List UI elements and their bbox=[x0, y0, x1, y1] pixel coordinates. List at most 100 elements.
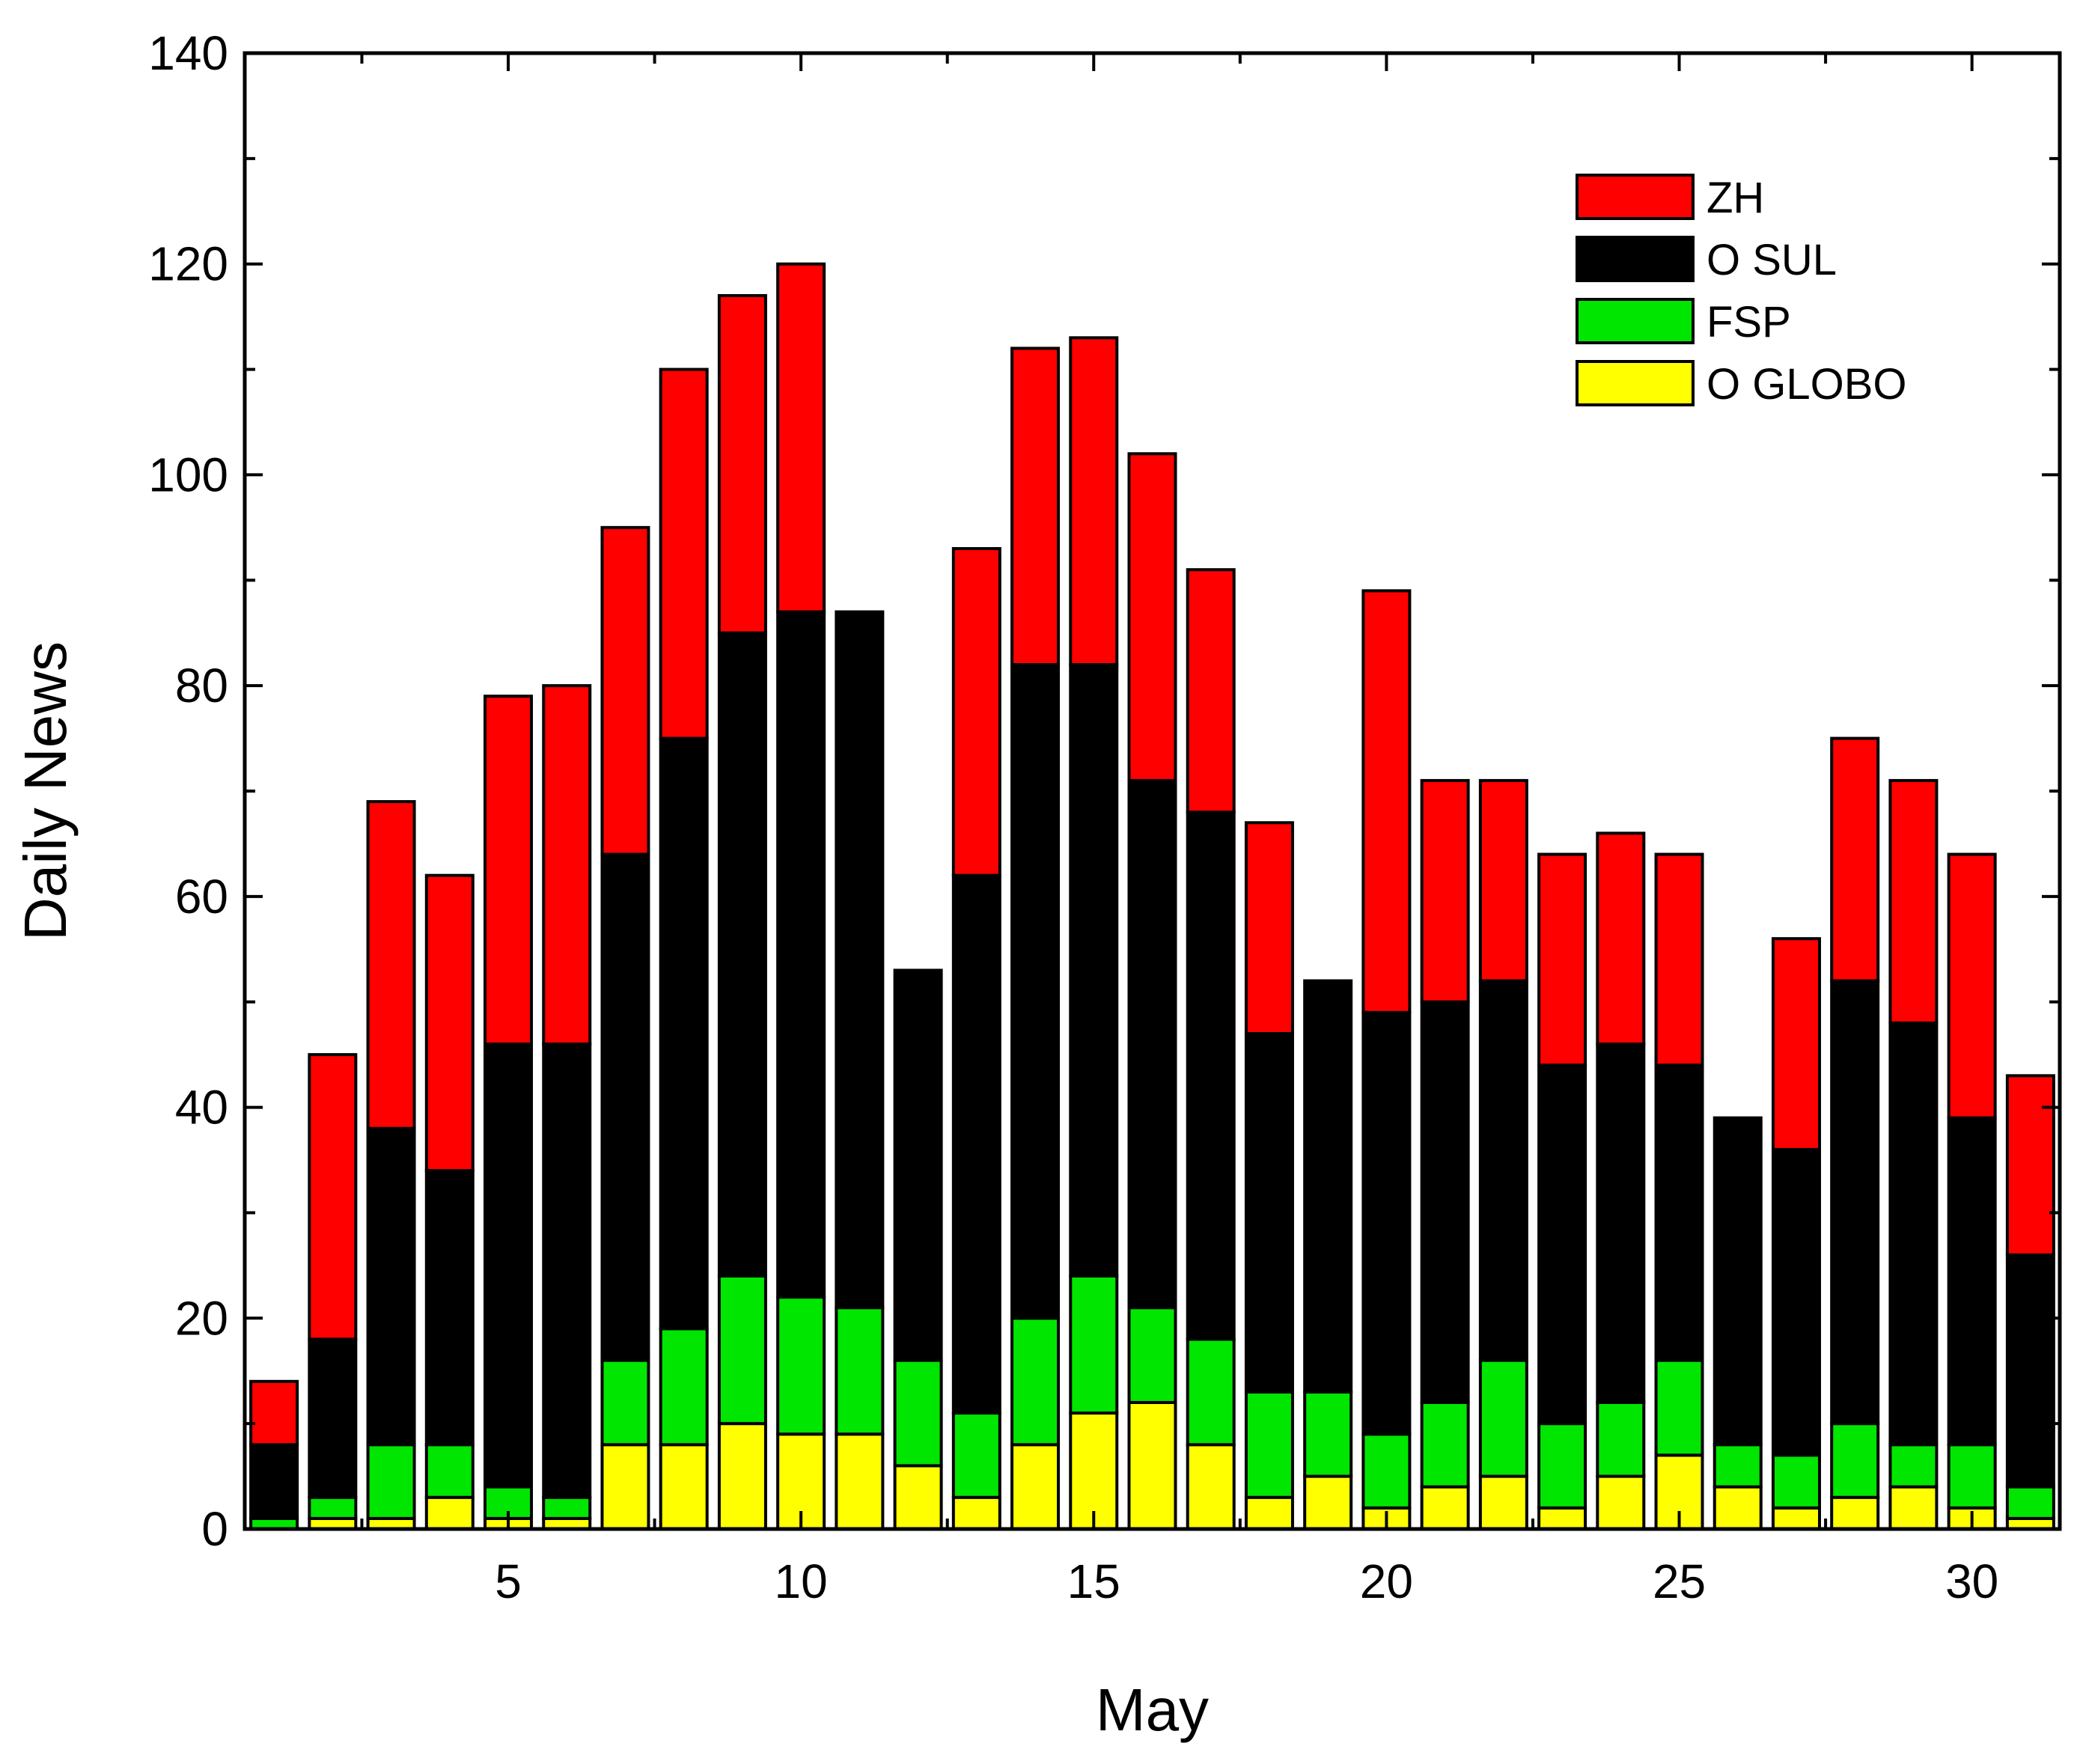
bar-o-globo-day-19 bbox=[1303, 1474, 1353, 1530]
bar-zh-day-4 bbox=[424, 873, 475, 1173]
x-tick-label: 30 bbox=[1945, 1554, 1998, 1608]
bar-o-globo-day-15 bbox=[1069, 1411, 1119, 1530]
bar-fsp-day-9 bbox=[717, 1274, 767, 1426]
bar-zh-day-7 bbox=[600, 525, 650, 856]
bar-fsp-day-14 bbox=[1010, 1316, 1061, 1447]
bar-zh-day-15 bbox=[1069, 336, 1119, 666]
bar-fsp-day-7 bbox=[600, 1358, 650, 1447]
y-tick-label: 140 bbox=[148, 26, 228, 80]
bar-fsp-day-4 bbox=[424, 1443, 475, 1499]
x-tick-label: 25 bbox=[1653, 1554, 1706, 1608]
bar-o-sul-day-15 bbox=[1069, 662, 1119, 1278]
bar-zh-day-2 bbox=[308, 1053, 358, 1341]
bar-zh-day-1 bbox=[249, 1379, 299, 1447]
bar-zh-day-10 bbox=[776, 262, 826, 614]
bar-fsp-day-11 bbox=[835, 1306, 885, 1436]
bar-zh-day-14 bbox=[1010, 347, 1061, 666]
bar-fsp-day-16 bbox=[1127, 1306, 1177, 1404]
bar-zh-day-29 bbox=[1888, 778, 1939, 1025]
y-axis-title: Daily News bbox=[12, 641, 79, 941]
bar-zh-day-23 bbox=[1537, 852, 1587, 1067]
bar-o-globo-day-29 bbox=[1888, 1485, 1939, 1530]
bar-zh-day-17 bbox=[1186, 568, 1236, 814]
bar-fsp-day-29 bbox=[1888, 1443, 1939, 1489]
bar-o-sul-day-7 bbox=[600, 852, 650, 1362]
bar-fsp-day-3 bbox=[366, 1443, 416, 1520]
bar-o-sul-day-29 bbox=[1888, 1021, 1939, 1447]
legend-swatch-zh bbox=[1576, 174, 1695, 220]
bar-fsp-day-24 bbox=[1596, 1400, 1646, 1478]
bar-o-sul-day-10 bbox=[776, 610, 826, 1299]
bar-zh-day-28 bbox=[1830, 736, 1880, 983]
bar-o-globo-day-17 bbox=[1186, 1443, 1236, 1531]
bar-o-sul-day-6 bbox=[542, 1043, 592, 1499]
bar-zh-day-31 bbox=[2005, 1074, 2055, 1257]
y-tick-label: 120 bbox=[148, 237, 228, 291]
bar-fsp-day-8 bbox=[659, 1327, 709, 1447]
legend-swatch-o-sul bbox=[1576, 236, 1695, 282]
bar-zh-day-8 bbox=[659, 367, 709, 740]
bar-o-sul-day-12 bbox=[893, 968, 943, 1362]
bar-zh-day-20 bbox=[1361, 589, 1412, 1014]
bar-o-sul-day-5 bbox=[484, 1043, 534, 1489]
bar-o-globo-day-16 bbox=[1127, 1400, 1177, 1530]
bar-o-globo-day-8 bbox=[659, 1443, 709, 1531]
bar-o-sul-day-14 bbox=[1010, 662, 1061, 1320]
x-tick-label: 20 bbox=[1360, 1554, 1413, 1608]
bar-zh-day-25 bbox=[1654, 852, 1704, 1067]
bar-fsp-day-28 bbox=[1830, 1422, 1880, 1499]
bar-o-globo-day-22 bbox=[1478, 1474, 1528, 1530]
bar-zh-day-27 bbox=[1771, 937, 1821, 1151]
bar-zh-day-5 bbox=[484, 695, 534, 1046]
bar-o-globo-day-7 bbox=[600, 1443, 650, 1531]
bar-o-sul-day-11 bbox=[835, 610, 885, 1310]
legend-label-fsp: FSP bbox=[1707, 298, 1791, 347]
bar-o-sul-day-1 bbox=[249, 1443, 299, 1520]
bar-o-sul-day-13 bbox=[951, 873, 1001, 1415]
bar-zh-day-30 bbox=[1947, 852, 1997, 1120]
bar-zh-day-16 bbox=[1127, 452, 1177, 782]
bar-fsp-day-25 bbox=[1654, 1358, 1704, 1457]
bar-zh-day-24 bbox=[1596, 831, 1646, 1046]
x-tick-label: 10 bbox=[775, 1554, 828, 1608]
bar-fsp-day-13 bbox=[951, 1411, 1001, 1499]
bar-fsp-day-26 bbox=[1712, 1443, 1763, 1489]
bar-o-globo-day-9 bbox=[717, 1422, 767, 1530]
bar-o-sul-day-4 bbox=[424, 1169, 475, 1447]
bar-zh-day-13 bbox=[951, 547, 1001, 877]
legend-swatch-o-globo bbox=[1576, 360, 1695, 406]
bar-o-sul-day-28 bbox=[1830, 979, 1880, 1426]
bar-fsp-day-10 bbox=[776, 1295, 826, 1436]
bar-fsp-day-27 bbox=[1771, 1453, 1821, 1510]
bar-o-sul-day-22 bbox=[1478, 979, 1528, 1362]
y-tick-label: 80 bbox=[175, 659, 228, 712]
bar-fsp-day-17 bbox=[1186, 1337, 1236, 1447]
x-axis-title: May bbox=[1096, 1676, 1209, 1743]
bar-o-globo-day-27 bbox=[1771, 1506, 1821, 1531]
bar-fsp-day-31 bbox=[2005, 1485, 2055, 1520]
bar-o-sul-day-27 bbox=[1771, 1147, 1821, 1457]
bar-o-globo-day-4 bbox=[424, 1495, 475, 1530]
bar-fsp-day-21 bbox=[1420, 1400, 1470, 1489]
legend-label-zh: ZH bbox=[1707, 174, 1764, 222]
bar-o-sul-day-26 bbox=[1712, 1116, 1763, 1447]
x-axis: 5 10 15 20 25 30 bbox=[360, 53, 1998, 1608]
bar-o-globo-day-23 bbox=[1537, 1506, 1587, 1531]
bar-o-sul-day-25 bbox=[1654, 1063, 1704, 1362]
legend-label-o-globo: O GLOBO bbox=[1707, 360, 1907, 409]
bar-zh-day-6 bbox=[542, 684, 592, 1046]
bar-fsp-day-22 bbox=[1478, 1358, 1528, 1478]
y-tick-label: 40 bbox=[175, 1081, 228, 1135]
bar-fsp-day-12 bbox=[893, 1358, 943, 1468]
bar-fsp-day-6 bbox=[542, 1495, 592, 1520]
bar-fsp-day-20 bbox=[1361, 1432, 1412, 1510]
bar-zh-day-18 bbox=[1244, 821, 1294, 1035]
bar-o-globo-day-12 bbox=[893, 1464, 943, 1530]
bar-o-globo-day-18 bbox=[1244, 1495, 1294, 1530]
bar-fsp-day-23 bbox=[1537, 1422, 1587, 1510]
bar-zh-day-3 bbox=[366, 800, 416, 1130]
bar-o-sul-day-21 bbox=[1420, 1000, 1470, 1404]
legend-swatch-fsp bbox=[1576, 298, 1695, 344]
bar-zh-day-9 bbox=[717, 293, 767, 635]
